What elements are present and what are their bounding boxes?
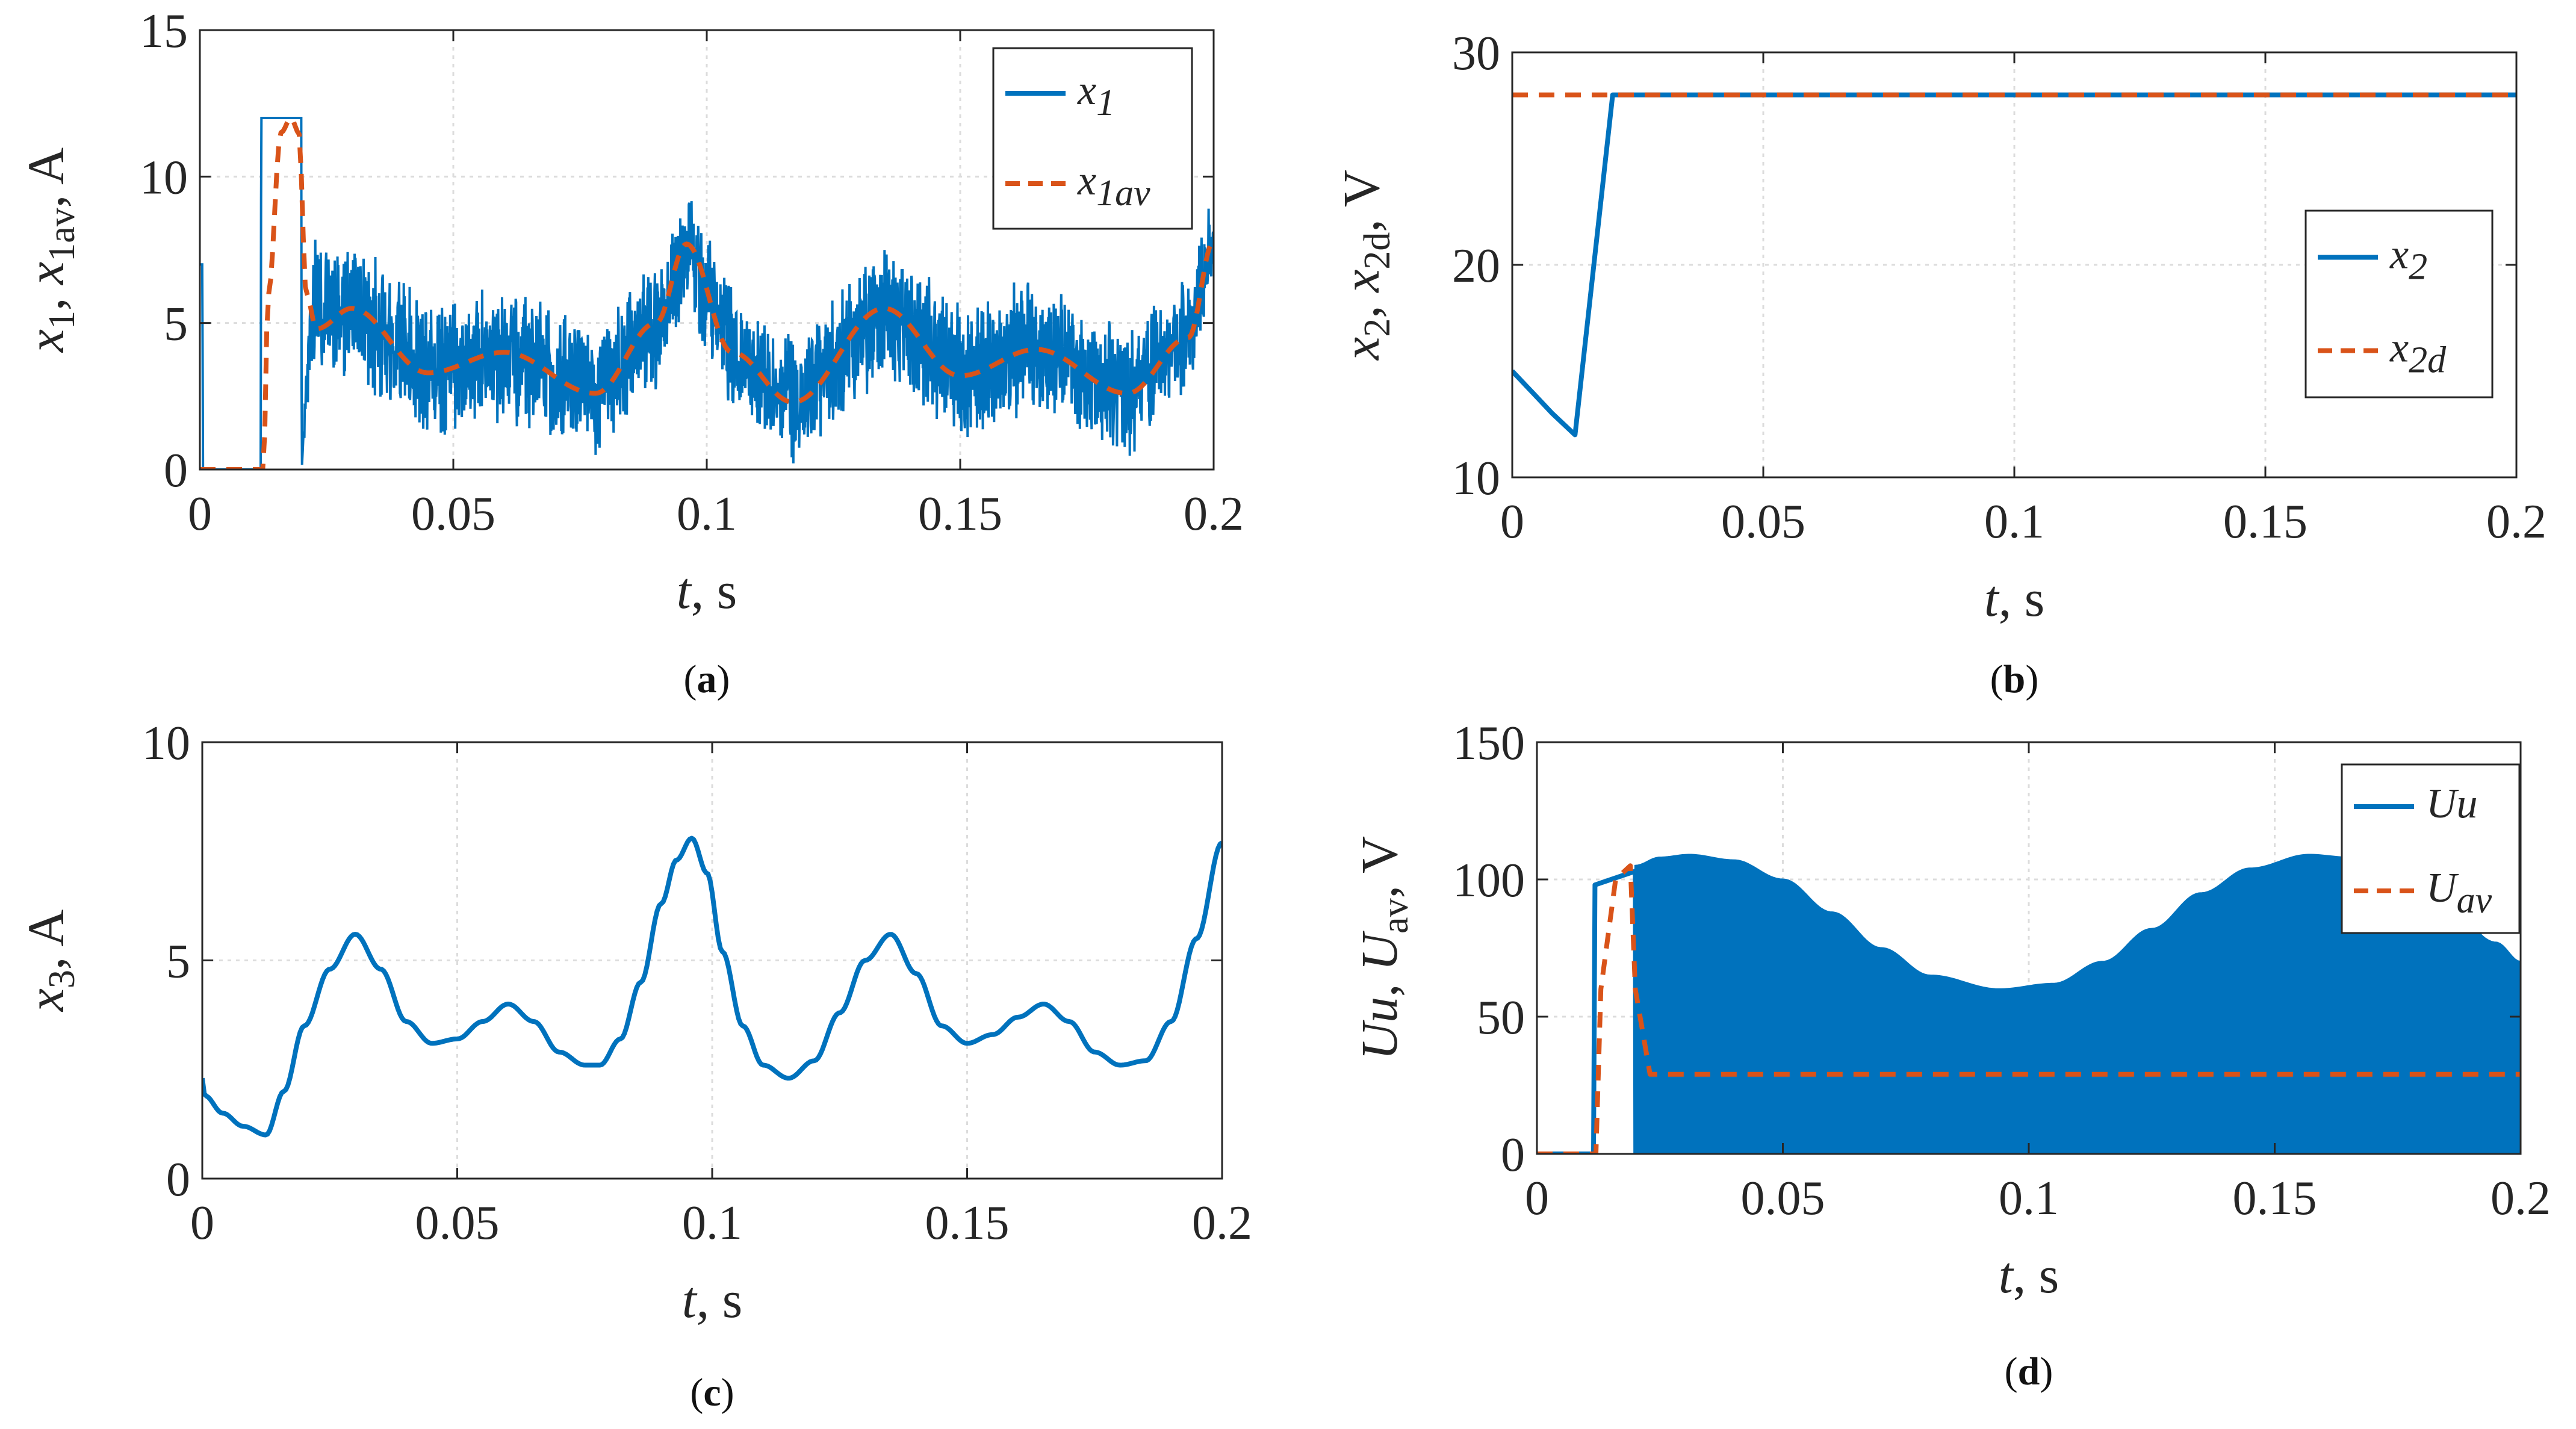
- legend-box: [2304, 209, 2494, 398]
- y-tick-label: 5: [164, 298, 188, 351]
- series-x3: [202, 835, 1222, 1138]
- y-axis-label: Uu, Uav, V: [1350, 836, 1416, 1060]
- x-tick-label: 0.15: [918, 488, 1002, 541]
- x-tick-label: 0.05: [1741, 1172, 1825, 1225]
- x-axis-label: t, s: [677, 562, 737, 619]
- x-tick-label: 0.15: [925, 1197, 1010, 1250]
- series-x1: [200, 117, 1214, 470]
- legend-label: x1av: [1077, 158, 1150, 214]
- series-x1av: [200, 116, 1214, 470]
- y-tick-label: 30: [1452, 27, 1500, 80]
- y-tick-label: 10: [142, 717, 190, 770]
- x-tick-label: 0.05: [1721, 495, 1805, 548]
- y-tick-label: 5: [166, 935, 190, 988]
- y-tick-label: 100: [1453, 854, 1525, 907]
- x-tick-label: 0.1: [682, 1197, 742, 1250]
- x-tick-label: 0: [1500, 495, 1524, 548]
- legend: x1 x1av: [992, 47, 1193, 230]
- series-group: [200, 116, 1214, 470]
- x-tick-label: 0.2: [2486, 495, 2547, 548]
- y-axis-label: x1, x1av, A: [17, 147, 82, 353]
- x-tick-label: 0.15: [2223, 495, 2308, 548]
- y-tick-label: 15: [140, 5, 188, 58]
- series-Uav: [1537, 863, 2521, 1154]
- y-tick-label: 0: [164, 444, 188, 497]
- x-tick-label: 0: [190, 1197, 214, 1250]
- legend-box: [2341, 763, 2521, 934]
- legend-label: Uav: [2426, 865, 2492, 921]
- x-tick-label: 0.05: [411, 488, 495, 541]
- legend-box: [992, 47, 1193, 230]
- x-tick-label: 0: [1525, 1172, 1549, 1225]
- series-group: [202, 835, 1222, 1138]
- y-axis-label: x2, x2d, V: [1332, 170, 1398, 361]
- x-tick-label: 0.1: [1984, 495, 2044, 548]
- x-axis-label: t, s: [1984, 569, 2044, 627]
- y-axis-label: x3, A: [17, 910, 82, 1013]
- legend-label: x2d: [2389, 325, 2447, 381]
- x-tick-label: 0.05: [415, 1197, 500, 1250]
- panel-caption: (a): [684, 657, 730, 701]
- x-tick-label: 0.2: [1192, 1197, 1252, 1250]
- y-tick-label: 10: [140, 151, 188, 204]
- y-tick-label: 0: [1501, 1129, 1525, 1182]
- y-tick-label: 150: [1453, 717, 1525, 770]
- legend: x2 x2d: [2304, 209, 2494, 398]
- legend-label: x2: [2389, 232, 2427, 288]
- panel-a: 0 0.05 0.1 0.15 0.2 0 5 10 15 t, s x1, x1av, A (a) x…: [17, 5, 1244, 701]
- panel-caption: (b): [1990, 657, 2039, 701]
- panel-d: 0 0.05 0.1 0.15 0.2 0 50 100 150 t, s Uu, Uav, V (d…: [1350, 717, 2551, 1393]
- panel-caption: (c): [690, 1371, 734, 1415]
- legend: Uu Uav: [2341, 763, 2521, 934]
- x-axis-label: t, s: [682, 1271, 742, 1328]
- x-tick-label: 0.15: [2233, 1172, 2317, 1225]
- panel-c: 0 0.05 0.1 0.15 0.2 0 5 10 t, s x3, A (c): [17, 717, 1252, 1415]
- series-group: [1512, 92, 2516, 438]
- panel-b: 0 0.05 0.1 0.15 0.2 10 20 30 t, s x2, x2d, V (b) x2…: [1332, 27, 2547, 701]
- x-tick-label: 0.2: [2491, 1172, 2551, 1225]
- x-tick-label: 0: [188, 488, 212, 541]
- y-tick-label: 50: [1477, 991, 1525, 1044]
- y-tick-label: 20: [1452, 240, 1500, 293]
- x-tick-label: 0.2: [1184, 488, 1244, 541]
- y-tick-label: 0: [166, 1153, 190, 1206]
- y-tick-label: 10: [1452, 452, 1500, 505]
- legend-label: Uu: [2426, 781, 2478, 827]
- panel-caption: (d): [2005, 1350, 2053, 1393]
- x-tick-label: 0.1: [1999, 1172, 2059, 1225]
- x-axis-label: t, s: [1999, 1246, 2059, 1304]
- x-tick-label: 0.1: [677, 488, 737, 541]
- legend-label: x1: [1077, 67, 1115, 123]
